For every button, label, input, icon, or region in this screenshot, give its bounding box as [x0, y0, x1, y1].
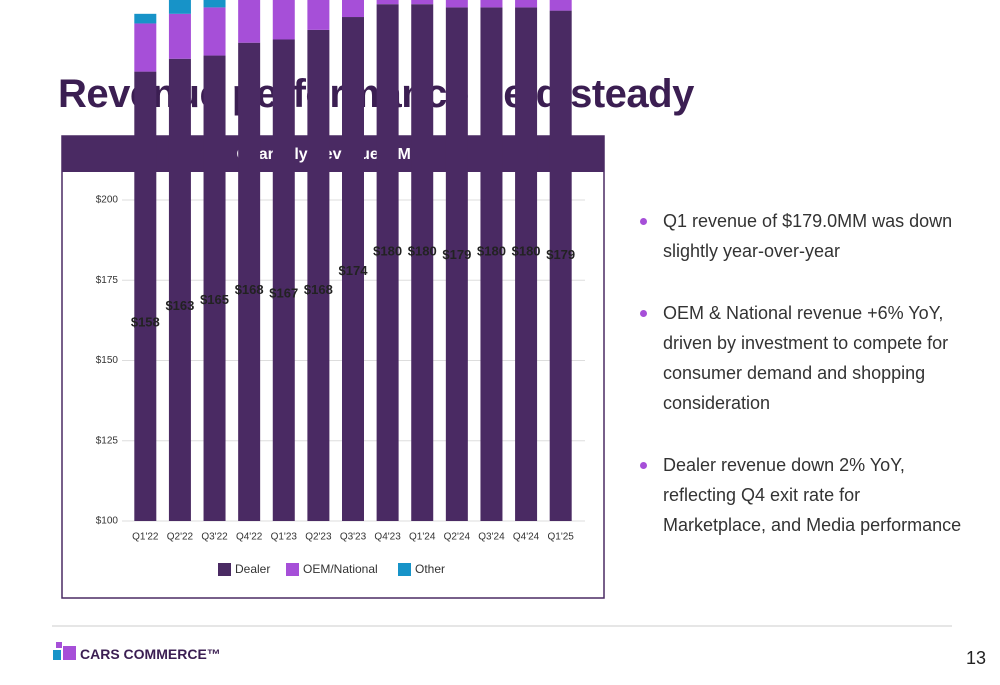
legend-swatch — [218, 563, 231, 576]
legend-label: Dealer — [235, 562, 270, 576]
bullet: Dealer revenue down 2% YoY, reflecting Q… — [640, 450, 965, 540]
total-label: $163 — [165, 298, 194, 313]
bar-segment — [168, 13, 191, 59]
legend-label: OEM/National — [303, 562, 378, 576]
total-label: $180 — [408, 244, 437, 259]
slide-title: Revenue performance held steady — [58, 72, 694, 116]
bar-segment — [203, 7, 226, 56]
total-label: $180 — [373, 244, 402, 259]
bar-segment — [168, 58, 191, 521]
bar-segment — [445, 0, 468, 8]
total-label: $180 — [512, 244, 541, 259]
total-label: $179 — [546, 247, 575, 262]
bar-segment — [307, 0, 330, 30]
bar-segment — [134, 13, 157, 24]
bar-segment — [134, 23, 157, 72]
bar-segment — [480, 0, 503, 8]
legend-label: Other — [415, 562, 445, 576]
bullet: Q1 revenue of $179.0MM was down slightly… — [640, 206, 965, 266]
bar-segment — [272, 0, 295, 40]
bar-segment — [549, 0, 572, 11]
y-tick-label: $150 — [96, 355, 119, 366]
bar-segment — [238, 42, 261, 522]
page-number: 13 — [965, 648, 986, 668]
total-label: $167 — [269, 285, 298, 300]
logo: CARS COMMERCE™ — [80, 646, 221, 662]
bar-segment — [307, 29, 330, 522]
bar-segment — [272, 39, 295, 521]
bar-segment — [480, 7, 503, 521]
x-tick-label: Q2'22 — [167, 532, 194, 543]
y-tick-label: $200 — [96, 195, 119, 206]
bar-segment — [411, 4, 434, 521]
x-tick-label: Q4'24 — [513, 532, 540, 543]
total-label: $168 — [304, 282, 333, 297]
x-tick-label: Q3'23 — [340, 532, 367, 543]
total-label: $158 — [131, 314, 160, 329]
bar-segment — [445, 7, 468, 521]
x-tick-label: Q3'24 — [478, 532, 505, 543]
x-tick-label: Q3'22 — [201, 532, 228, 543]
logo-mark — [53, 650, 61, 660]
x-tick-label: Q2'24 — [444, 532, 471, 543]
bar-segment — [238, 0, 261, 43]
bar-segment — [376, 0, 399, 5]
legend-swatch — [398, 563, 411, 576]
x-tick-label: Q1'23 — [271, 532, 298, 543]
x-tick-label: Q4'23 — [374, 532, 401, 543]
bar-segment — [515, 0, 538, 8]
bar-segment — [376, 4, 399, 521]
bar-segment — [411, 0, 434, 5]
x-tick-label: Q1'22 — [132, 532, 159, 543]
bar-segment — [203, 55, 226, 522]
total-label: $165 — [200, 292, 229, 307]
y-tick-label: $175 — [96, 275, 119, 286]
total-label: $179 — [442, 247, 471, 262]
x-tick-label: Q2'23 — [305, 532, 332, 543]
bar-segment — [515, 7, 538, 521]
total-label: $174 — [339, 263, 369, 278]
logo-mark — [56, 642, 62, 648]
x-tick-label: Q1'25 — [548, 532, 575, 543]
legend-swatch — [286, 563, 299, 576]
logo-mark — [63, 646, 76, 660]
y-tick-label: $100 — [96, 516, 119, 527]
bullet: OEM & National revenue +6% YoY, driven b… — [640, 298, 965, 418]
y-tick-label: $125 — [96, 435, 119, 446]
bar-segment — [203, 0, 226, 8]
bar-segment — [342, 0, 364, 18]
total-label: $180 — [477, 244, 506, 259]
total-label: $168 — [235, 282, 264, 297]
bullet-list: Q1 revenue of $179.0MM was down slightly… — [640, 206, 965, 572]
chart-title: Quarterly Revenue ($MM) — [237, 146, 430, 163]
x-tick-label: Q4'22 — [236, 532, 263, 543]
bar-segment — [549, 10, 572, 522]
bar-segment — [342, 17, 364, 522]
bar-segment — [134, 71, 157, 521]
bar-segment — [168, 0, 191, 14]
x-tick-label: Q1'24 — [409, 532, 436, 543]
